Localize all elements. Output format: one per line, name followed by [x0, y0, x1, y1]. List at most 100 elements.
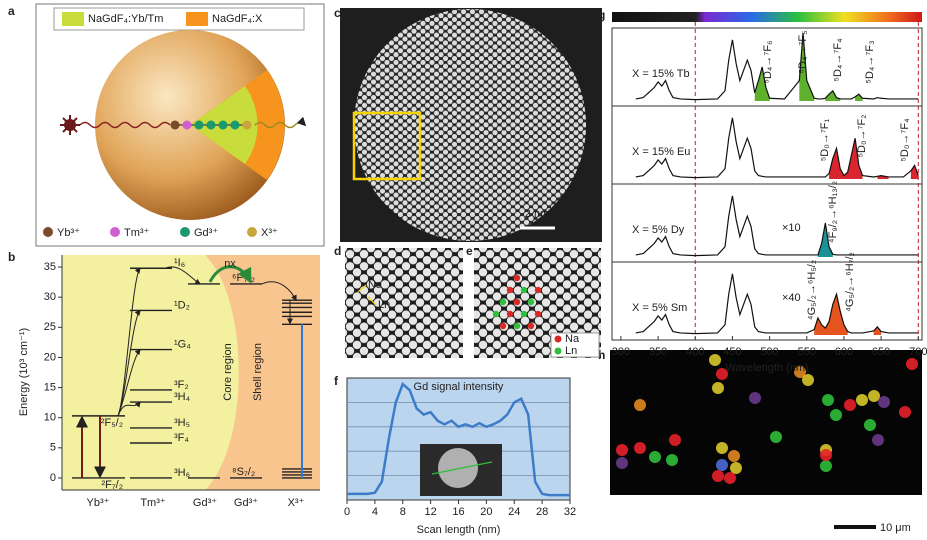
- ion: [194, 120, 204, 130]
- y-tick-label: 35: [44, 261, 56, 273]
- particle: [728, 450, 740, 462]
- ion-key: [247, 227, 257, 237]
- site-dot: [492, 310, 500, 318]
- x-tick-label: Yb³⁺: [87, 497, 110, 509]
- x-tick-label: 500: [760, 346, 778, 358]
- scale-factor: ×10: [782, 222, 801, 234]
- ion: [230, 120, 240, 130]
- x-tick-label: Gd³⁺: [234, 497, 258, 509]
- series-label: X = 5% Dy: [632, 224, 685, 236]
- ion-label: X³⁺: [261, 227, 278, 239]
- annotation: nx: [224, 258, 236, 270]
- transition-label: ⁵D₄→⁷F₆: [762, 40, 774, 83]
- particle: [830, 409, 842, 421]
- scale-factor: ×40: [782, 292, 801, 304]
- transition-label: ⁴G₅/₂→⁶H₇/₂: [844, 252, 856, 312]
- particle: [906, 358, 918, 370]
- transition-label: ⁴F₉/₂→⁶H₁₃/₂: [827, 181, 839, 243]
- legend-label: NaGdF₄:Yb/Tm: [88, 13, 163, 25]
- site-dot: [520, 310, 528, 318]
- emission-fill: [754, 33, 863, 101]
- inset-particle: [438, 448, 478, 488]
- particle: [844, 399, 856, 411]
- particle: [616, 457, 628, 469]
- ion-label: Tm³⁺: [124, 227, 150, 239]
- chart-title: Gd signal intensity: [414, 381, 504, 393]
- x-tick-label: 600: [835, 346, 853, 358]
- particle: [749, 392, 761, 404]
- level-label: ²F₇/₂: [102, 479, 124, 491]
- x-tick-label: 0: [344, 506, 350, 518]
- ion: [170, 120, 180, 130]
- panel-label: a: [8, 4, 15, 18]
- x-tick-label: 650: [872, 346, 890, 358]
- level-label: ⁸S₇/₂: [232, 466, 255, 478]
- particle: [634, 442, 646, 454]
- pointer: [357, 284, 367, 293]
- x-axis-label: Scan length (nm): [417, 524, 501, 536]
- y-tick-label: 25: [44, 321, 56, 333]
- legend-label: NaGdF₄:X: [212, 13, 263, 25]
- y-axis-label: Energy (10³ cm⁻¹): [18, 328, 30, 416]
- inset-scan: [431, 461, 493, 475]
- legend-label: Ln: [565, 345, 577, 357]
- core-region: [62, 255, 239, 490]
- particle: [770, 431, 782, 443]
- ion-label: Gd³⁺: [194, 227, 218, 239]
- spectrum-line: [635, 117, 919, 179]
- panel-label: c: [334, 6, 341, 20]
- level-label: ³H₆: [174, 467, 190, 479]
- y-tick-label: 0: [50, 472, 56, 484]
- panel-label: g: [598, 8, 605, 22]
- x-tick-label: 32: [564, 506, 576, 518]
- level-label: ¹G₄: [174, 339, 191, 351]
- legend-swatch: [62, 12, 84, 26]
- excitation-wave: [79, 121, 171, 129]
- scale-label: 2 nm: [525, 208, 549, 220]
- emission-wave: [254, 116, 307, 129]
- particle: [872, 434, 884, 446]
- x-tick-label: 450: [723, 346, 741, 358]
- particle: [666, 454, 678, 466]
- particle: [716, 442, 728, 454]
- series-label: X = 15% Eu: [632, 146, 690, 158]
- site-dot: [513, 322, 521, 330]
- x-tick-label: 300: [612, 346, 630, 358]
- site-dot: [513, 274, 521, 282]
- y-tick-label: 10: [44, 412, 56, 424]
- y-tick-label: 30: [44, 291, 56, 303]
- site-dot: [506, 286, 514, 294]
- particle: [856, 394, 868, 406]
- emission-fill: [829, 138, 919, 179]
- particle: [899, 406, 911, 418]
- starburst: [60, 115, 80, 135]
- site-label: Ln: [378, 299, 390, 311]
- transition-label: ⁴G₅/₂→⁶H₅/₂: [806, 260, 818, 320]
- level-label: ³H₅: [174, 417, 190, 429]
- legend-box: [53, 7, 305, 31]
- x-tick-label: 4: [372, 506, 378, 518]
- panel-label: d: [334, 244, 341, 258]
- x-tick-label: 700: [909, 346, 927, 358]
- particle: [730, 462, 742, 474]
- x-tick-label: Gd³⁺: [193, 497, 217, 509]
- site-dot: [499, 322, 507, 330]
- site-dot: [506, 310, 514, 318]
- legend-dot: [554, 335, 562, 343]
- x-tick-label: 550: [798, 346, 816, 358]
- spectrum-line: [635, 32, 919, 101]
- x-tick-label: X³⁺: [288, 497, 305, 509]
- site-dot: [534, 310, 542, 318]
- site-dot: [513, 298, 521, 306]
- y-tick-label: 5: [50, 442, 56, 454]
- level-label: ³F₂: [174, 379, 189, 391]
- y-tick-label: 15: [44, 381, 56, 393]
- particle: [716, 368, 728, 380]
- lattice: [354, 9, 586, 241]
- site-dot: [499, 298, 507, 306]
- particle: [794, 366, 806, 378]
- particle: [616, 444, 628, 456]
- ion: [182, 120, 192, 130]
- particle: [820, 449, 832, 461]
